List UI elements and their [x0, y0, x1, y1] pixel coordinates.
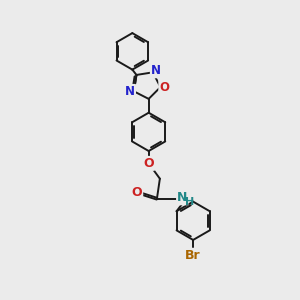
- Text: Br: Br: [185, 249, 201, 262]
- Text: N: N: [125, 85, 135, 98]
- Text: O: O: [159, 81, 169, 94]
- Text: O: O: [132, 186, 142, 199]
- Text: O: O: [143, 157, 154, 170]
- Text: N: N: [177, 191, 188, 204]
- Text: N: N: [151, 64, 161, 77]
- Text: H: H: [185, 197, 194, 207]
